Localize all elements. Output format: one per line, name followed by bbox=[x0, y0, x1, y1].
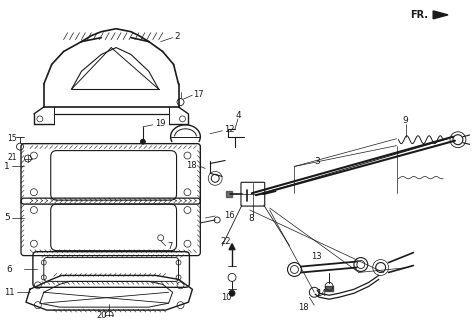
Text: 9: 9 bbox=[403, 116, 408, 125]
Text: 8: 8 bbox=[248, 214, 253, 223]
Text: 16: 16 bbox=[224, 212, 235, 220]
Text: 14: 14 bbox=[316, 289, 327, 298]
Text: 1: 1 bbox=[4, 162, 10, 171]
Text: 22: 22 bbox=[221, 237, 231, 246]
Text: 3: 3 bbox=[314, 157, 320, 166]
Polygon shape bbox=[325, 286, 333, 291]
Text: 19: 19 bbox=[155, 119, 165, 128]
Polygon shape bbox=[244, 190, 250, 201]
Text: 12: 12 bbox=[224, 125, 235, 134]
Polygon shape bbox=[433, 11, 448, 19]
Circle shape bbox=[229, 290, 235, 296]
Text: 5: 5 bbox=[4, 213, 10, 222]
Text: 11: 11 bbox=[4, 288, 15, 297]
Text: FR.: FR. bbox=[410, 10, 429, 20]
Text: 13: 13 bbox=[312, 252, 322, 261]
Text: 4: 4 bbox=[236, 111, 242, 120]
Text: 7: 7 bbox=[168, 242, 173, 251]
Text: 2: 2 bbox=[175, 32, 180, 41]
Text: 18: 18 bbox=[298, 303, 309, 312]
Text: 17: 17 bbox=[194, 90, 204, 99]
FancyBboxPatch shape bbox=[241, 182, 265, 206]
Text: 20: 20 bbox=[96, 310, 107, 320]
Text: 18: 18 bbox=[186, 161, 197, 170]
Text: 15: 15 bbox=[7, 134, 17, 143]
Text: 21: 21 bbox=[8, 153, 17, 162]
Polygon shape bbox=[229, 244, 235, 250]
Text: 6: 6 bbox=[6, 265, 12, 274]
Polygon shape bbox=[226, 191, 232, 197]
Text: 10: 10 bbox=[221, 293, 231, 302]
Circle shape bbox=[140, 139, 145, 144]
